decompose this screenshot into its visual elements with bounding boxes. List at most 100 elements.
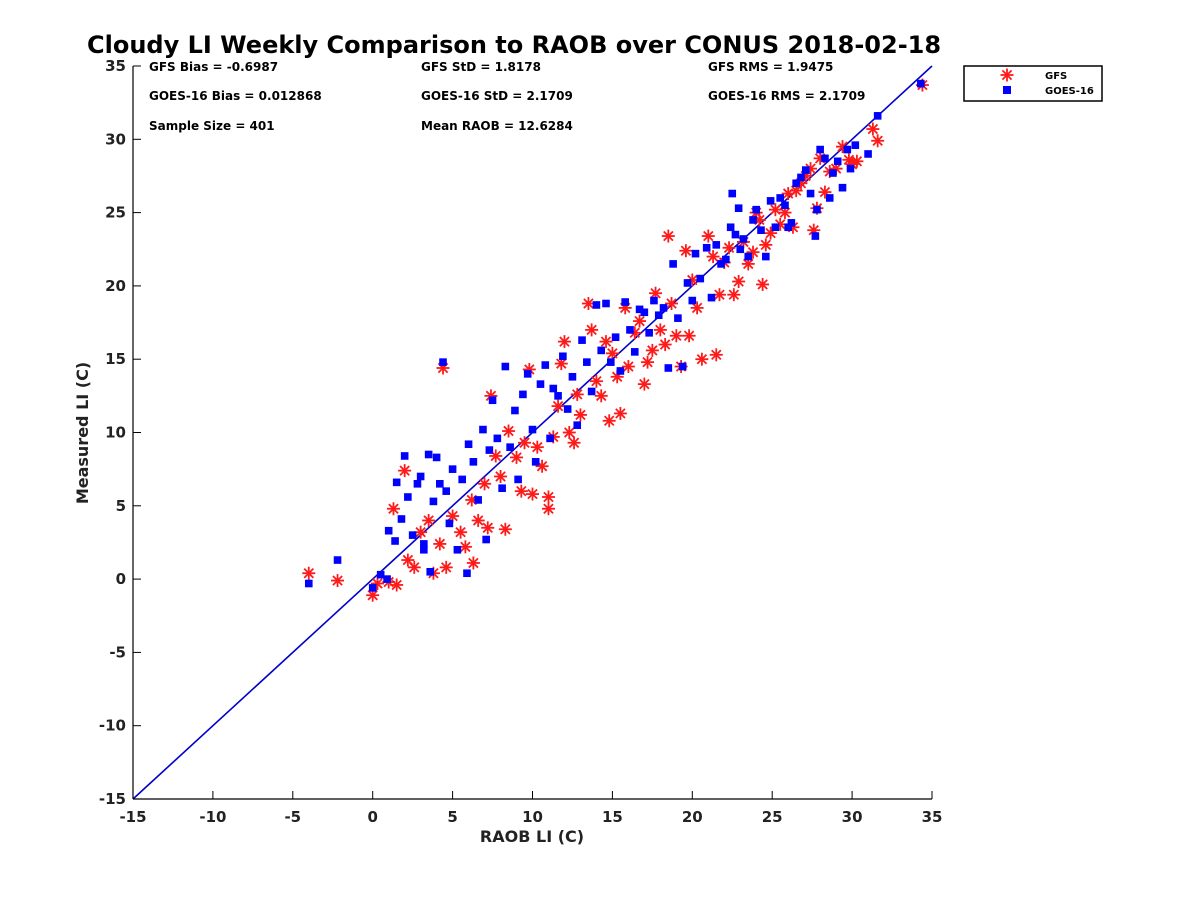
stat-goes-rms: GOES-16 RMS = 2.1709: [708, 89, 865, 103]
gfs-point: [768, 203, 782, 217]
legend-gfs-asterisk: [1000, 68, 1014, 82]
goes16-point: [514, 475, 522, 484]
y-tick-label: 25: [105, 204, 126, 222]
goes16-point: [678, 362, 687, 371]
goes16-point: [728, 189, 737, 198]
goes16-point: [702, 243, 711, 252]
gfs-point: [407, 560, 421, 574]
gfs-point: [665, 296, 679, 310]
gfs-point: [466, 556, 480, 570]
goes16-point: [626, 326, 634, 334]
goes16-point: [766, 197, 775, 205]
y-tick-label: -10: [99, 717, 126, 735]
goes16-point: [616, 367, 625, 375]
x-tick-label: -15: [119, 808, 146, 826]
x-tick-label: 10: [522, 808, 543, 826]
goes16-point: [816, 145, 824, 154]
goes16-point: [304, 579, 313, 588]
goes16-point: [445, 519, 454, 528]
goes16-point: [587, 387, 596, 396]
goes16-point: [426, 567, 435, 576]
goes16-point: [384, 526, 393, 535]
goes16-point: [493, 434, 502, 443]
goes16-point: [519, 390, 527, 399]
legend-gfs-label: GFS: [1045, 71, 1067, 82]
goes16-point: [635, 305, 644, 314]
goes16-point: [707, 293, 716, 302]
goes16-point: [523, 370, 532, 378]
gfs-point: [589, 374, 603, 388]
gfs-point: [778, 206, 792, 220]
gfs-point: [633, 314, 647, 328]
gfs-point: [732, 275, 746, 289]
goes16-point: [439, 358, 447, 366]
gfs-point: [605, 346, 619, 360]
x-tick-label: 5: [447, 808, 457, 826]
legend: GFS GOES-16: [963, 65, 1103, 102]
goes16-point: [669, 260, 677, 268]
gfs-point: [366, 588, 380, 602]
goes16-point: [368, 584, 377, 592]
gfs-point: [682, 329, 696, 343]
goes16-point: [463, 569, 471, 578]
x-tick-label: 15: [602, 808, 623, 826]
y-tick-label: 20: [105, 277, 126, 295]
gfs-point: [433, 537, 447, 551]
goes16-point: [420, 545, 428, 554]
gfs-point: [581, 296, 595, 310]
goes16-point: [843, 145, 852, 154]
goes16-point: [528, 425, 537, 434]
goes16-point: [442, 487, 451, 495]
goes16-point: [752, 205, 761, 214]
goes16-point: [873, 112, 882, 120]
gfs-point: [661, 229, 675, 243]
goes16-point: [731, 230, 740, 239]
gfs-point: [302, 566, 316, 580]
gfs-point: [570, 387, 584, 401]
goes16-point: [501, 362, 510, 371]
x-tick-label: 20: [682, 808, 703, 826]
goes16-point: [549, 384, 558, 393]
goes16-point: [531, 458, 540, 466]
gfs-point: [551, 399, 565, 413]
goes16-point: [391, 537, 399, 545]
goes16-point: [607, 358, 615, 366]
x-tick-label: 30: [842, 808, 863, 826]
goes16-point: [511, 406, 519, 415]
goes16-point: [813, 205, 821, 214]
goes16-point: [736, 245, 745, 254]
gfs-point: [722, 241, 736, 255]
stat-gfs-rms: GFS RMS = 1.9475: [708, 60, 833, 74]
gfs-point: [498, 522, 512, 536]
gfs-point: [645, 343, 659, 357]
goes16-point: [744, 252, 753, 261]
gfs-point: [481, 521, 495, 535]
y-tick-label: 0: [116, 570, 126, 588]
x-tick-label: 35: [922, 808, 943, 826]
goes16-point: [436, 480, 444, 488]
legend-goes16-marker: [1003, 86, 1011, 94]
goes16-point: [474, 496, 482, 504]
gfs-point: [422, 513, 436, 527]
stat-mean-raob: Mean RAOB = 12.6284: [421, 119, 573, 133]
gfs-point: [554, 357, 568, 371]
goes16-point: [757, 226, 765, 234]
gfs-point: [458, 540, 472, 554]
goes16-point: [573, 421, 582, 429]
goes16-point: [811, 232, 820, 240]
gfs-point: [471, 513, 485, 527]
gfs-point: [510, 450, 524, 464]
goes16-point: [781, 201, 789, 210]
gfs-point: [709, 348, 723, 362]
gfs-point: [557, 335, 571, 349]
goes16-point: [771, 223, 780, 232]
goes16-point: [597, 346, 606, 355]
goes16-point: [479, 425, 487, 434]
gfs-point: [759, 238, 773, 252]
gfs-point: [599, 335, 613, 349]
goes16-point: [640, 308, 649, 317]
y-tick-label: 35: [105, 57, 126, 75]
x-tick-label: 25: [762, 808, 783, 826]
goes16-point: [464, 440, 473, 449]
goes16-point: [469, 458, 478, 466]
